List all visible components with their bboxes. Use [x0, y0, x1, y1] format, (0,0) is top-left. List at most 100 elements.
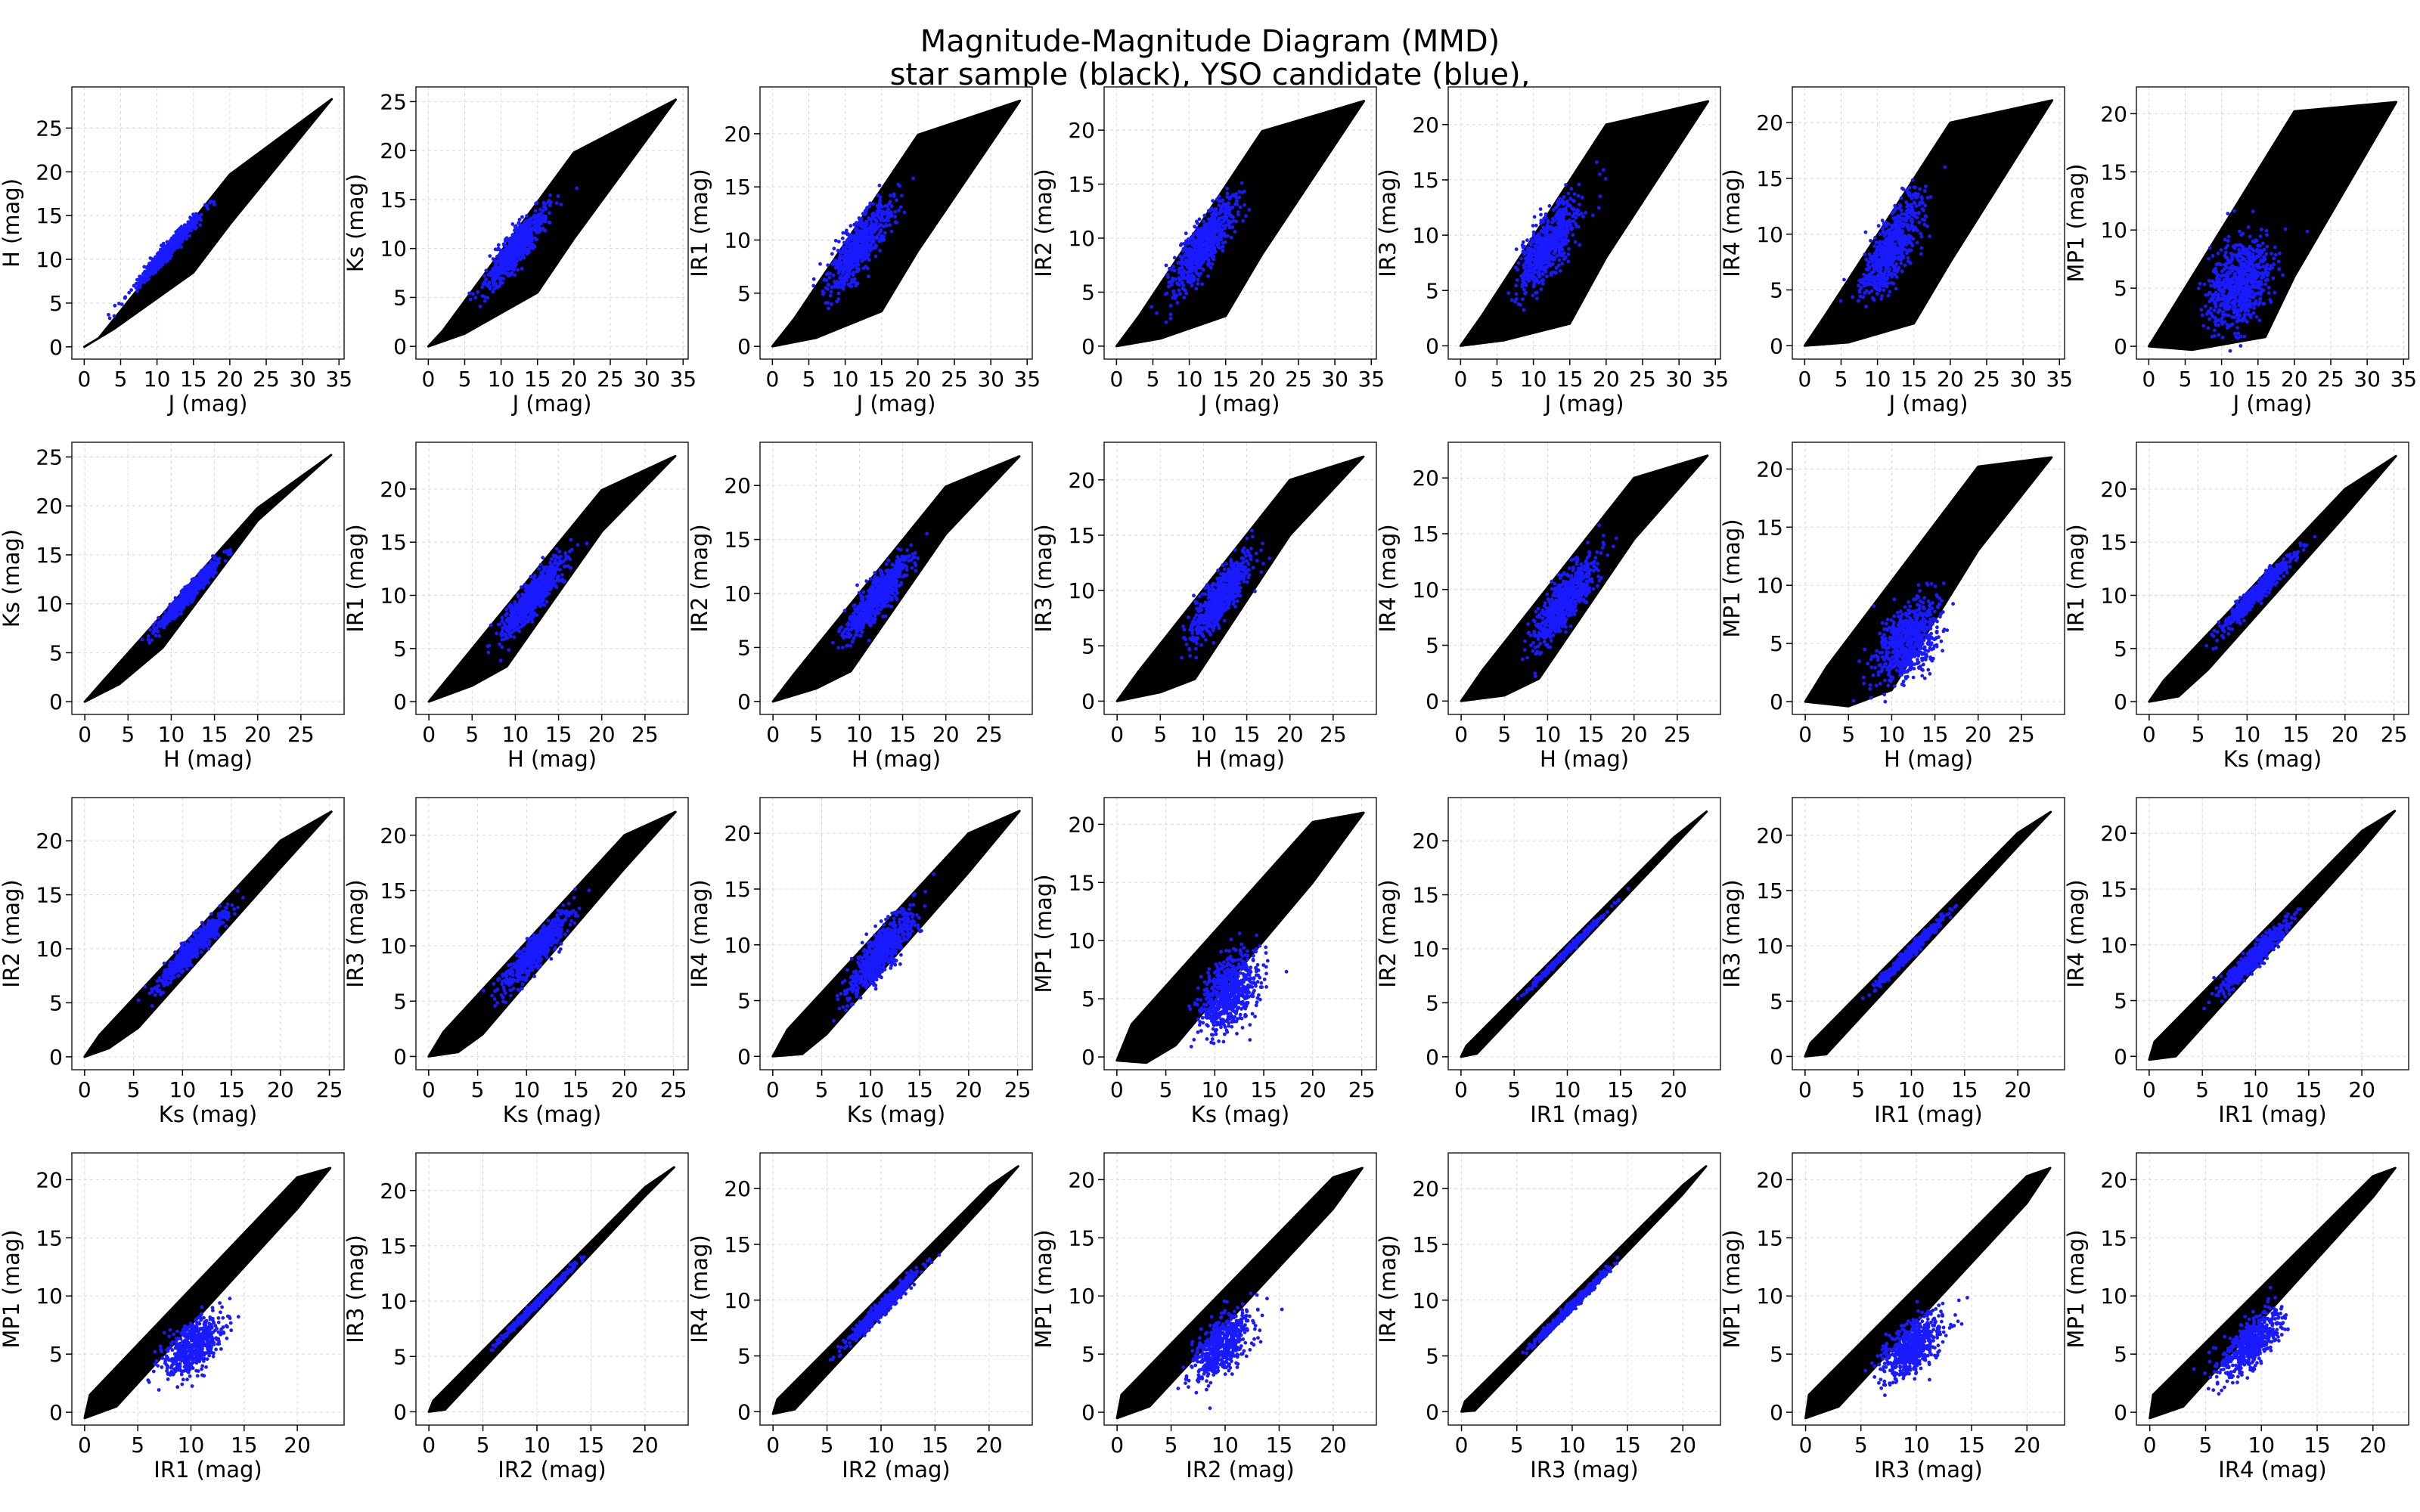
y-tick-label: 10	[380, 237, 407, 262]
yso-point	[559, 203, 563, 206]
x-tick-label: 20	[1593, 367, 1620, 392]
yso-point	[1556, 242, 1560, 246]
yso-point	[1509, 298, 1514, 302]
yso-point	[1566, 191, 1571, 196]
yso-point	[189, 221, 194, 225]
yso-point	[1566, 203, 1571, 207]
yso-point	[882, 234, 886, 239]
yso-point	[897, 209, 901, 212]
yso-point	[824, 301, 828, 305]
yso-point	[862, 228, 867, 233]
yso-point	[886, 215, 891, 219]
yso-point	[1562, 240, 1565, 245]
yso-point	[1900, 269, 1904, 274]
yso-point	[1864, 305, 1869, 308]
yso-point	[838, 276, 842, 280]
yso-point	[112, 314, 116, 318]
yso-point	[484, 282, 489, 287]
yso-point	[488, 287, 492, 291]
axes-frame	[1792, 86, 2065, 360]
data-layer	[1459, 100, 1710, 347]
x-tick-label: 25	[1629, 367, 1656, 392]
yso-point	[1558, 248, 1562, 253]
yso-point	[1899, 244, 1903, 249]
yso-point	[849, 224, 853, 228]
y-axis-label: IR1 (mag)	[687, 169, 712, 277]
yso-point	[864, 219, 868, 224]
yso-point	[854, 237, 858, 240]
yso-point	[478, 305, 482, 308]
yso-point	[838, 262, 842, 266]
yso-point	[1235, 203, 1239, 206]
yso-point	[1522, 308, 1526, 312]
yso-point	[827, 275, 832, 280]
yso-point	[2222, 312, 2226, 317]
y-axis-label: IR2 (mag)	[1031, 169, 1056, 277]
yso-point	[179, 245, 184, 249]
yso-point	[1210, 235, 1215, 240]
yso-point	[2224, 313, 2229, 317]
yso-point	[107, 312, 110, 317]
yso-point	[1560, 207, 1565, 212]
yso-point	[144, 265, 149, 269]
yso-point	[113, 303, 117, 308]
yso-point	[516, 268, 520, 272]
yso-point	[528, 223, 532, 228]
yso-point	[173, 234, 178, 238]
yso-point	[1181, 276, 1184, 280]
yso-point	[146, 270, 150, 274]
yso-point	[885, 204, 889, 208]
yso-point	[1886, 273, 1890, 277]
yso-point	[1168, 266, 1171, 271]
yso-point	[2211, 254, 2215, 258]
yso-point	[142, 271, 147, 275]
yso-point	[1924, 184, 1928, 189]
yso-point	[534, 201, 538, 206]
yso-point	[1568, 197, 1573, 200]
yso-point	[1219, 231, 1224, 236]
yso-point	[1879, 296, 1884, 301]
yso-point	[501, 270, 506, 274]
yso-point	[1919, 246, 1924, 250]
yso-point	[828, 293, 833, 298]
yso-point	[862, 255, 867, 259]
yso-point	[556, 194, 560, 198]
yso-point	[2261, 259, 2265, 263]
yso-point	[1602, 168, 1606, 172]
yso-point	[535, 218, 539, 222]
yso-point	[1206, 274, 1210, 278]
yso-point	[863, 209, 867, 213]
yso-point	[1571, 198, 1575, 203]
yso-point	[1908, 261, 1913, 265]
axes-frame	[759, 86, 1033, 360]
yso-point	[2220, 273, 2225, 277]
yso-point	[192, 218, 197, 223]
yso-point	[1548, 225, 1553, 229]
yso-point	[502, 243, 506, 248]
yso-point	[1894, 218, 1898, 222]
yso-point	[1880, 218, 1885, 223]
yso-point	[864, 251, 869, 255]
yso-point	[1535, 256, 1540, 261]
yso-point	[873, 218, 878, 222]
yso-point	[1890, 224, 1894, 228]
yso-point	[1208, 221, 1212, 225]
yso-point	[1171, 265, 1176, 269]
yso-point	[526, 229, 531, 233]
yso-point	[1170, 280, 1174, 284]
yso-point	[1897, 215, 1901, 219]
yso-point	[1523, 291, 1527, 296]
x-tick-label: 15	[868, 367, 895, 392]
yso-point	[496, 246, 501, 251]
yso-point	[1894, 275, 1899, 279]
yso-point	[2213, 316, 2217, 320]
yso-point	[1171, 276, 1175, 280]
yso-point	[889, 229, 894, 234]
yso-point	[1923, 214, 1928, 218]
yso-point	[495, 284, 499, 289]
yso-point	[1233, 194, 1237, 198]
yso-point	[1898, 257, 1903, 262]
yso-point	[1869, 239, 1872, 243]
yso-point	[833, 282, 838, 287]
